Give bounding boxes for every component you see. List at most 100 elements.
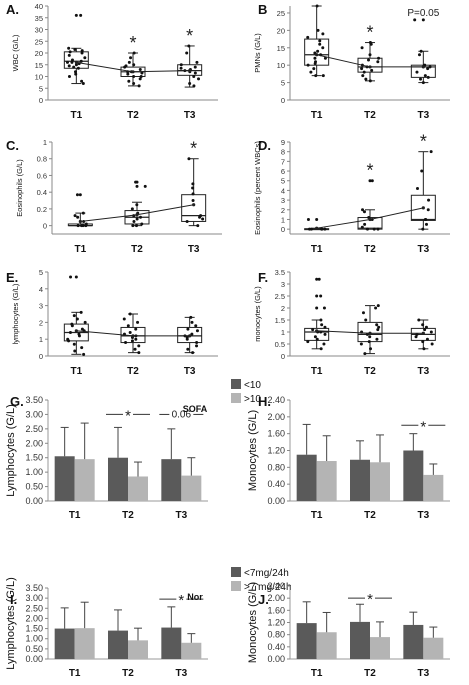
y-tick-label: 35 (35, 14, 43, 23)
outlier-point (315, 294, 319, 298)
data-point (320, 323, 324, 327)
y-tick-label: 2.00 (267, 593, 285, 603)
data-point (429, 330, 433, 334)
x-tick-label: T1 (69, 510, 81, 521)
x-tick-label: T1 (70, 366, 82, 377)
x-tick-label: T2 (364, 110, 376, 121)
y-tick-label: 1.5 (275, 316, 285, 325)
data-point (195, 344, 199, 348)
data-point (179, 63, 183, 67)
y-tick-label: 2.00 (267, 412, 285, 422)
legend-label: <10 (244, 380, 261, 391)
y-tick-label: 2.50 (25, 603, 43, 613)
data-point (191, 199, 195, 203)
y-tick-label: 0.00 (267, 654, 285, 664)
y-axis-label: Eosinophils (percent WBCs) (253, 141, 262, 235)
outlier-point (135, 184, 139, 188)
data-point (122, 317, 126, 321)
significance-star: * (190, 139, 197, 159)
x-tick-label: T1 (311, 510, 323, 521)
data-point (134, 224, 138, 228)
legend-swatch (231, 393, 241, 403)
panel-letter: C. (6, 138, 19, 153)
bar (54, 456, 75, 501)
data-point (132, 63, 136, 67)
data-point (187, 157, 191, 161)
data-point (318, 39, 322, 43)
data-point (132, 82, 136, 86)
x-tick-label: T3 (417, 668, 429, 679)
y-tick-label: 1 (43, 138, 47, 147)
bar (108, 457, 128, 501)
data-point (67, 339, 71, 343)
data-point (128, 312, 132, 316)
y-tick-label: 1.60 (267, 429, 285, 439)
x-tick-label: T3 (175, 668, 187, 679)
bar (370, 637, 390, 659)
data-point (194, 324, 198, 328)
mean-point (315, 329, 319, 333)
data-point (375, 337, 379, 341)
data-point (318, 42, 322, 46)
y-tick-label: 1.00 (25, 634, 43, 644)
data-point (313, 56, 317, 60)
y-tick-label: 10 (35, 73, 43, 82)
data-point (369, 42, 373, 46)
data-point (421, 81, 425, 85)
y-tick-label: 15 (35, 61, 43, 70)
data-point (306, 340, 310, 344)
x-tick-label: T3 (175, 510, 187, 521)
panel-g: G.Lymphocytes (G/L) 0.00 0.50 1.00 1.50 2.00 2… (5, 379, 261, 521)
y-axis-label: Eosinophils (G/L) (15, 159, 24, 217)
data-point (364, 318, 368, 322)
mean-point (188, 69, 192, 73)
data-point (76, 215, 80, 219)
y-tick-label: 0 (281, 225, 285, 234)
data-point (74, 70, 78, 74)
data-point (417, 318, 421, 322)
data-point (67, 64, 71, 68)
y-tick-label: 1.50 (25, 624, 43, 634)
data-point (186, 347, 190, 351)
y-tick-label: 0.00 (25, 496, 43, 506)
x-tick-label: T2 (131, 244, 143, 255)
significance-star: * (366, 161, 373, 181)
data-point (413, 18, 417, 22)
y-axis-label: PMNs (G/L) (253, 33, 262, 73)
data-point (81, 211, 85, 215)
y-tick-label: 0.50 (25, 644, 43, 654)
data-point (84, 224, 88, 228)
data-point (367, 58, 371, 62)
y-tick-label: 1.20 (267, 618, 285, 628)
x-tick-label: T3 (417, 244, 429, 255)
data-point (306, 63, 310, 67)
data-point (81, 82, 85, 86)
data-point (360, 225, 364, 229)
data-point (195, 329, 199, 333)
data-point (73, 214, 77, 218)
y-tick-label: 5 (39, 268, 43, 277)
y-tick-label: 0 (39, 352, 43, 361)
bar (74, 628, 95, 659)
data-point (133, 347, 137, 351)
data-point (422, 347, 426, 351)
mean-point (368, 331, 372, 335)
significance-star: * (186, 26, 193, 46)
data-point (70, 58, 74, 62)
data-point (361, 208, 365, 212)
y-tick-label: 0.40 (267, 479, 285, 489)
data-point (429, 150, 433, 154)
data-point (70, 324, 74, 328)
data-point (424, 325, 428, 329)
data-point (73, 47, 77, 51)
data-point (190, 332, 194, 336)
mean-point (135, 213, 139, 217)
y-tick-label: 30 (35, 26, 43, 35)
bar (74, 459, 95, 501)
data-point (74, 72, 78, 76)
outlier-point (368, 179, 372, 183)
data-point (139, 215, 143, 219)
bar (296, 623, 317, 659)
y-axis-label: Monocytes (G/L) (247, 582, 259, 663)
